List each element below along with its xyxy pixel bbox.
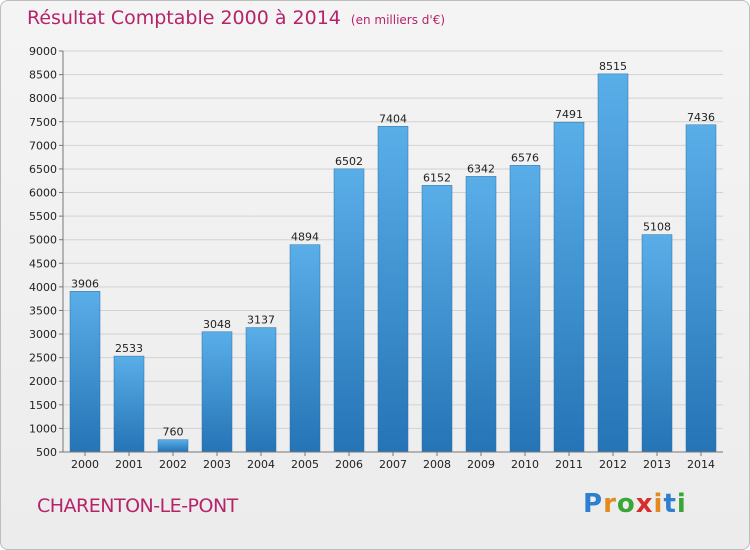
data-label-2002: 760 [163, 426, 184, 439]
y-tick-label: 5500 [29, 210, 57, 223]
x-tick-label-2006: 2006 [335, 458, 363, 471]
x-tick-label-2002: 2002 [159, 458, 187, 471]
bar-2014 [685, 124, 717, 453]
x-tick-label-2003: 2003 [203, 458, 231, 471]
data-label-2007: 7404 [379, 112, 407, 125]
y-tick-label: 3000 [29, 328, 57, 341]
bar-2003 [201, 331, 233, 453]
logo-letter: t [663, 489, 677, 519]
data-label-2001: 2533 [115, 342, 143, 355]
y-tick-label: 500 [36, 446, 57, 459]
bar-2007 [377, 126, 409, 453]
logo-letter: P [583, 489, 604, 519]
logo-letter: o [616, 489, 636, 519]
y-axis: 500 1000 1500 2000 2500 3000 3500 4000 4500 5000 5… [29, 45, 64, 459]
bar-2012 [597, 73, 629, 453]
bar-2006 [333, 168, 365, 453]
y-tick-label: 9000 [29, 45, 57, 58]
x-tick-label-2009: 2009 [467, 458, 495, 471]
data-label-2004: 3137 [247, 314, 275, 327]
x-tick-label-2013: 2013 [643, 458, 671, 471]
data-label-2013: 5108 [643, 221, 671, 234]
data-label-2012: 8515 [599, 60, 627, 73]
y-tick-label: 7500 [29, 116, 57, 129]
logo-letter: i [653, 489, 664, 519]
data-label-2006: 6502 [335, 155, 363, 168]
y-tick-label: 3500 [29, 304, 57, 317]
y-tick-label: 7000 [29, 139, 57, 152]
y-tick-label: 8500 [29, 69, 57, 82]
chart-title: Résultat Comptable 2000 à 2014 (en millie… [27, 7, 445, 29]
logo-letter: x [635, 489, 654, 519]
proxiti-logo[interactable]: Proxiti [583, 489, 687, 519]
x-tick-label-2005: 2005 [291, 458, 319, 471]
y-tick-label: 8000 [29, 92, 57, 105]
bar-2000 [69, 291, 101, 453]
x-tick-label-2007: 2007 [379, 458, 407, 471]
x-tick-label-2000: 2000 [71, 458, 99, 471]
data-label-2011: 7491 [555, 108, 583, 121]
x-tick-label-2014: 2014 [687, 458, 715, 471]
x-tick-label-2010: 2010 [511, 458, 539, 471]
bar-2009 [465, 176, 497, 453]
chart-title-text: Résultat Comptable 2000 à 2014 [27, 7, 341, 29]
data-labels: 3906 2533 760 3048 3137 4894 6502 7404 6152 6342 6… [71, 60, 715, 439]
y-tick-label: 4000 [29, 281, 57, 294]
y-tick-label: 1000 [29, 422, 57, 435]
y-tick-label: 6500 [29, 163, 57, 176]
y-tick-label: 1500 [29, 399, 57, 412]
x-axis: 2000 2001 2002 2003 2004 2005 2006 2007 2008 2009… [63, 451, 723, 471]
bar-2008 [421, 185, 453, 453]
y-tick-label: 2000 [29, 375, 57, 388]
bar-2002 [157, 439, 189, 453]
data-label-2014: 7436 [687, 111, 715, 124]
x-tick-label-2008: 2008 [423, 458, 451, 471]
bar-2001 [113, 355, 145, 453]
x-tick-label-2001: 2001 [115, 458, 143, 471]
bars [69, 73, 717, 453]
x-tick-label-2011: 2011 [555, 458, 583, 471]
logo-letter: r [603, 489, 617, 519]
data-label-2000: 3906 [71, 277, 99, 290]
y-tick-label: 5000 [29, 234, 57, 247]
data-label-2009: 6342 [467, 162, 495, 175]
data-label-2010: 6576 [511, 151, 539, 164]
city-name: CHARENTON-LE-PONT [37, 495, 238, 517]
bar-2010 [509, 165, 541, 453]
logo-letter: i [676, 489, 687, 519]
chart-subtitle: (en milliers d'€) [350, 13, 446, 27]
data-label-2003: 3048 [203, 318, 231, 331]
y-tick-label: 4500 [29, 257, 57, 270]
x-tick-label-2012: 2012 [599, 458, 627, 471]
bar-2013 [641, 234, 673, 453]
x-tick-label-2004: 2004 [247, 458, 275, 471]
y-tick-label: 2500 [29, 352, 57, 365]
bar-2005 [289, 244, 321, 453]
y-tick-label: 6000 [29, 187, 57, 200]
bar-2004 [245, 327, 277, 453]
bar-2011 [553, 121, 585, 453]
data-label-2008: 6152 [423, 171, 451, 184]
data-label-2005: 4894 [291, 231, 319, 244]
